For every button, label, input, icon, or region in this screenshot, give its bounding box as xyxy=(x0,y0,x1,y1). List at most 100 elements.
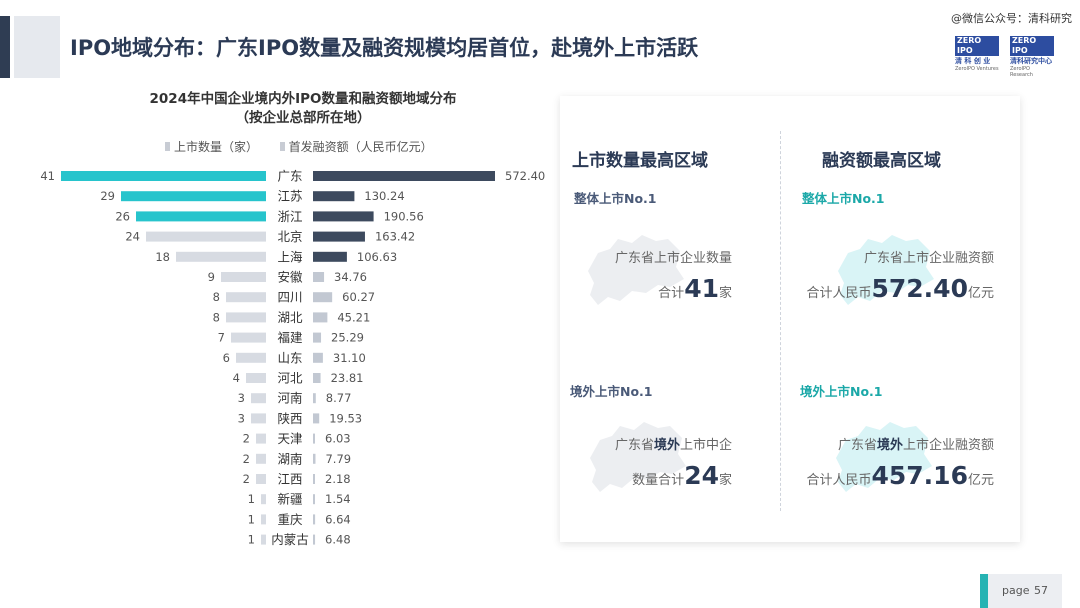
amount-value-label: 6.03 xyxy=(325,432,351,446)
amount-value-label: 31.10 xyxy=(333,351,366,365)
category-label: 福建 xyxy=(277,330,303,345)
category-label: 四川 xyxy=(277,290,302,305)
stat-pre: 合计 xyxy=(658,286,685,301)
page-number: 57 xyxy=(1034,584,1048,597)
count-value-label: 41 xyxy=(40,169,55,183)
amount-value-label: 6.64 xyxy=(325,512,351,526)
category-label: 天津 xyxy=(277,431,302,446)
amount-bar xyxy=(313,272,325,282)
category-label: 重庆 xyxy=(277,512,303,527)
stat-unit: 亿元 xyxy=(967,473,994,488)
count-value-label: 2 xyxy=(243,472,250,486)
legend-amount-label: 首发融资额（人民币亿元） xyxy=(288,140,433,154)
category-label: 新疆 xyxy=(277,492,302,507)
category-label: 北京 xyxy=(277,229,302,244)
zeroipo-ventures-logo: ZERO IPO 清 科 创 业 ZeroIPO Ventures xyxy=(955,36,999,72)
amount-bar xyxy=(313,211,374,222)
amount-bar xyxy=(313,312,328,323)
category-label: 内蒙古 xyxy=(271,532,309,547)
category-label: 湖南 xyxy=(277,451,302,466)
amount-value-label: 45.21 xyxy=(337,310,370,324)
count-bar xyxy=(256,474,266,484)
count-bar xyxy=(221,272,266,282)
count-bar xyxy=(261,494,266,505)
count-value-label: 24 xyxy=(125,230,140,244)
count-value-label: 26 xyxy=(115,209,130,223)
legend-swatch-count xyxy=(165,142,170,151)
count-value-label: 4 xyxy=(233,371,240,385)
stat-line1: 广东省上市企业融资额 xyxy=(863,251,994,266)
category-label: 山东 xyxy=(277,350,302,365)
legend-swatch-amount xyxy=(279,142,285,151)
logo-en: ZeroIPO Research xyxy=(1010,66,1033,78)
amount-value-label: 19.53 xyxy=(329,411,362,425)
stat-number: 572.40 xyxy=(871,274,968,303)
chart-title: 2024年中国企业境内外IPO数量和融资额地域分布 （按企业总部所在地） xyxy=(108,90,498,128)
count-value-label: 2 xyxy=(243,452,250,466)
page-accent-bar xyxy=(980,574,988,608)
stat-unit: 家 xyxy=(718,286,732,301)
amount-bar xyxy=(313,171,495,181)
amount-bar xyxy=(313,494,315,505)
category-label: 湖北 xyxy=(277,310,303,325)
amount-bar xyxy=(313,514,316,525)
watermark: @微信公众号：清科研究 xyxy=(951,12,1072,25)
amount-value-label: 1.54 xyxy=(325,492,351,506)
count-bar xyxy=(251,393,266,404)
count-value-label: 9 xyxy=(208,270,215,284)
count-value-label: 3 xyxy=(238,411,245,425)
stat-line1-a: 广东省 xyxy=(837,438,877,453)
amount-value-label: 106.63 xyxy=(357,250,397,264)
amount-value-label: 23.81 xyxy=(331,371,364,385)
count-bar xyxy=(261,514,266,525)
amount-bar xyxy=(313,474,315,484)
category-label: 安徽 xyxy=(277,270,303,285)
count-value-label: 1 xyxy=(248,512,255,526)
category-label: 江西 xyxy=(277,472,302,487)
stat-line1-a: 广东省 xyxy=(614,438,654,453)
category-label: 陕西 xyxy=(277,411,302,426)
count-bar xyxy=(251,413,266,424)
amount-overseas-stat: 广东省境外上市企业融资额 合计人民币457.16亿元 xyxy=(806,431,994,496)
guangdong-map-icon xyxy=(838,235,934,305)
amount-bar xyxy=(313,332,322,343)
title-accent-bar xyxy=(0,16,10,78)
stat-number: 24 xyxy=(684,461,719,490)
category-label: 河北 xyxy=(277,371,303,386)
amount-overseas-subheading: 境外上市No.1 xyxy=(800,384,883,399)
count-value-label: 8 xyxy=(213,290,220,304)
count-bar xyxy=(176,251,266,262)
amount-value-label: 25.29 xyxy=(331,331,364,345)
amount-bar xyxy=(313,453,316,464)
count-value-label: 1 xyxy=(248,533,255,547)
logo-cn: 清科研究中心 xyxy=(1010,57,1052,65)
stat-pre: 合计人民币 xyxy=(806,286,872,301)
amount-bar xyxy=(313,231,365,242)
count-value-label: 8 xyxy=(213,310,220,324)
amount-overall-stat: 广东省上市企业融资额 合计人民币572.40亿元 xyxy=(806,244,994,309)
count-bar xyxy=(136,211,266,222)
amount-value-label: 7.79 xyxy=(325,452,351,466)
stat-unit: 家 xyxy=(718,473,732,488)
amount-value-label: 572.40 xyxy=(505,169,545,183)
count-overseas-stat: 广东省境外上市中企 数量合计24家 xyxy=(615,431,732,496)
summary-panel: 上市数量最高区域 融资额最高区域 整体上市No.1 广东省上市企业数量 合计41… xyxy=(560,96,1020,542)
amount-value-label: 34.76 xyxy=(334,270,367,284)
category-label: 广东 xyxy=(277,169,302,184)
amount-value-label: 6.48 xyxy=(325,533,351,547)
count-value-label: 3 xyxy=(238,391,245,405)
category-label: 浙江 xyxy=(277,209,302,224)
page-indicator: page 57 xyxy=(980,574,1062,608)
count-bar xyxy=(261,534,266,545)
amount-value-label: 60.27 xyxy=(342,290,375,304)
count-value-label: 2 xyxy=(243,432,250,446)
stat-line1: 广东省上市企业数量 xyxy=(614,251,732,266)
amount-bar xyxy=(313,433,315,444)
count-heading: 上市数量最高区域 xyxy=(572,151,708,171)
amount-bar xyxy=(313,413,320,424)
amount-value-label: 2.18 xyxy=(325,472,351,486)
stat-number: 41 xyxy=(684,274,719,303)
count-bar xyxy=(226,292,266,303)
stat-unit: 亿元 xyxy=(967,286,994,301)
